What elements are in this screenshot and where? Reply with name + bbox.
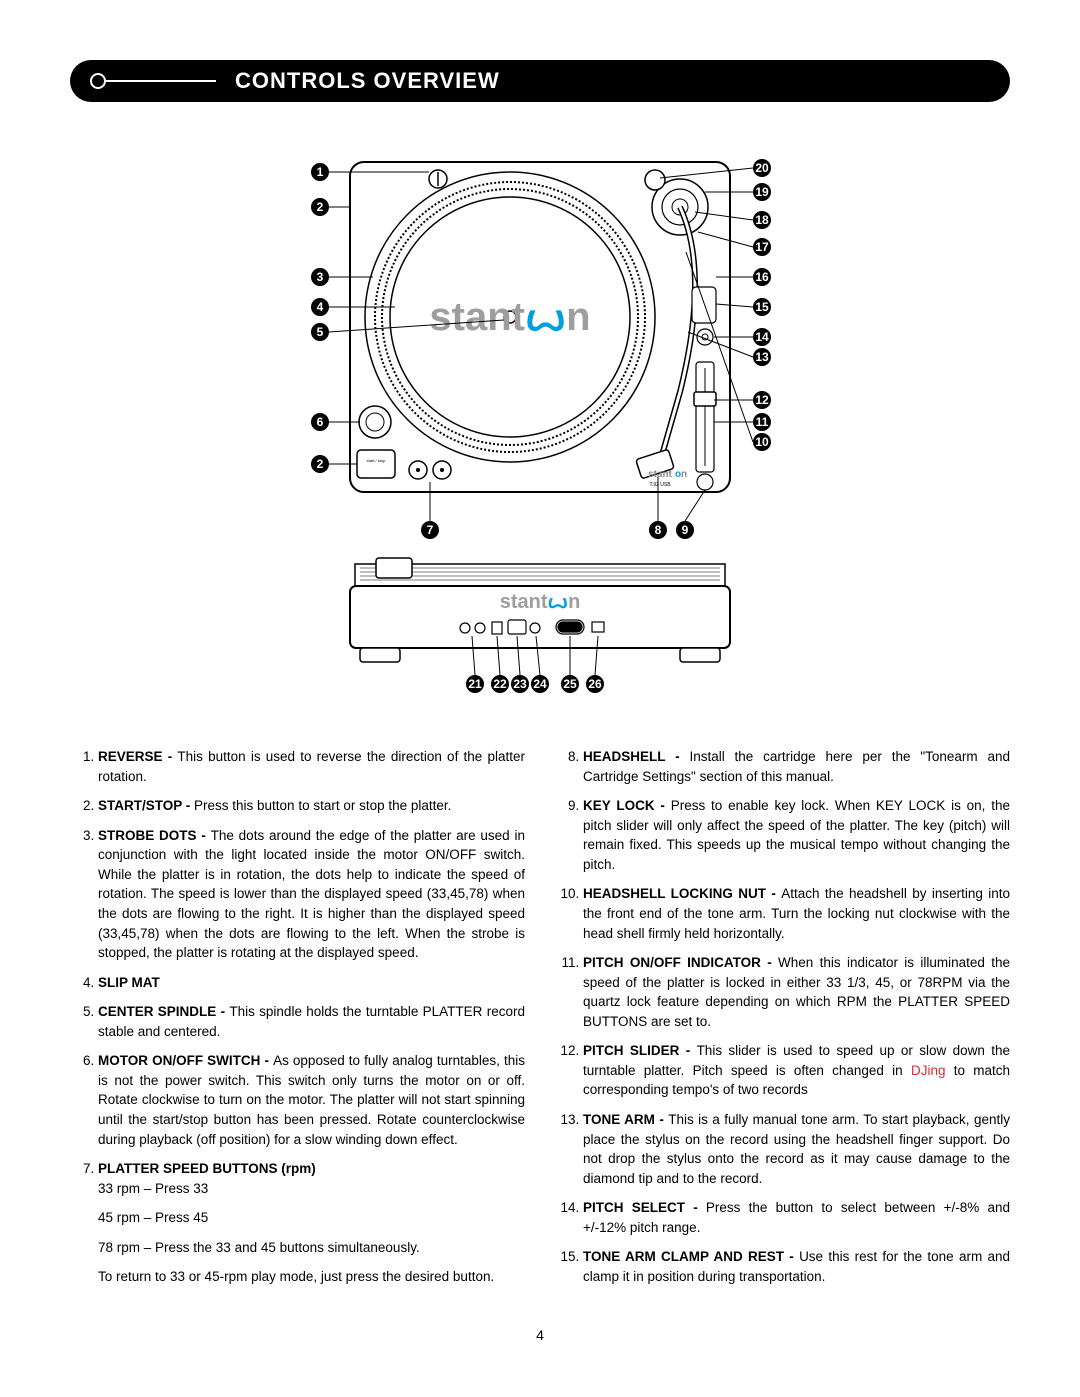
control-title: SLIP MAT: [98, 975, 160, 990]
svg-text:7: 7: [427, 523, 434, 537]
svg-text:9: 9: [682, 523, 689, 537]
column-right: HEADSHELL - Install the cartridge here p…: [555, 747, 1010, 1297]
content-columns: REVERSE - This button is used to reverse…: [70, 747, 1010, 1297]
svg-text:3: 3: [317, 270, 324, 284]
svg-text:14: 14: [755, 330, 769, 344]
control-sublist: 33 rpm – Press 33 45 rpm – Press 45 78 rpm…: [98, 1179, 525, 1287]
svg-text:26: 26: [588, 677, 602, 691]
brand-tail: n: [566, 295, 590, 339]
control-item-14: PITCH SELECT - Press the button to selec…: [583, 1198, 1010, 1237]
svg-text:stant: stant: [648, 469, 673, 480]
control-title: PITCH SLIDER -: [583, 1043, 697, 1058]
page: CONTROLS OVERVIEW stantꙍn start / stop: [0, 0, 1080, 1383]
control-title: STROBE DOTS -: [98, 828, 211, 843]
control-item-2: START/STOP - Press this button to start …: [98, 796, 525, 816]
control-title: REVERSE -: [98, 749, 177, 764]
svg-text:22: 22: [493, 677, 507, 691]
svg-text:24: 24: [533, 677, 547, 691]
control-subitem: 33 rpm – Press 33: [98, 1179, 525, 1199]
svg-text:13: 13: [755, 350, 769, 364]
svg-text:stantꙍn: stantꙍn: [500, 591, 581, 613]
controls-diagram: stantꙍn start / stop: [260, 132, 820, 722]
svg-text:18: 18: [755, 213, 769, 227]
control-title: START/STOP -: [98, 798, 194, 813]
section-header-bar: CONTROLS OVERVIEW: [70, 60, 1010, 102]
svg-text:12: 12: [755, 393, 769, 407]
svg-text:2: 2: [317, 200, 324, 214]
svg-text:21: 21: [468, 677, 482, 691]
control-title: HEADSHELL -: [583, 749, 689, 764]
control-item-9: KEY LOCK - Press to enable key lock. Whe…: [583, 796, 1010, 874]
model-label: T.92 USB: [649, 482, 671, 488]
svg-text:start / stop: start / stop: [367, 458, 386, 463]
control-title: TONE ARM -: [583, 1112, 668, 1127]
svg-text:4: 4: [317, 300, 324, 314]
control-title: KEY LOCK -: [583, 798, 671, 813]
section-title: CONTROLS OVERVIEW: [235, 68, 500, 94]
page-number: 4: [70, 1327, 1010, 1343]
control-title: MOTOR ON/OFF SWITCH -: [98, 1053, 273, 1068]
control-title: PITCH SELECT -: [583, 1200, 706, 1215]
control-item-8: HEADSHELL - Install the cartridge here p…: [583, 747, 1010, 786]
control-subitem: 45 rpm – Press 45: [98, 1208, 525, 1228]
highlight-djing: DJing: [911, 1063, 946, 1078]
svg-text:17: 17: [755, 240, 769, 254]
control-title: PLATTER SPEED BUTTONS (rpm): [98, 1161, 316, 1176]
control-item-13: TONE ARM - This is a fully manual tone a…: [583, 1110, 1010, 1188]
control-subitem: To return to 33 or 45-rpm play mode, jus…: [98, 1267, 525, 1287]
control-item-4: SLIP MAT: [98, 973, 525, 993]
control-item-11: PITCH ON/OFF INDICATOR - When this indic…: [583, 953, 1010, 1031]
svg-text:25: 25: [563, 677, 577, 691]
svg-text:15: 15: [755, 300, 769, 314]
svg-text:19: 19: [755, 185, 769, 199]
svg-text:8: 8: [655, 523, 662, 537]
control-item-1: REVERSE - This button is used to reverse…: [98, 747, 525, 786]
svg-text:23: 23: [513, 677, 527, 691]
control-item-7: PLATTER SPEED BUTTONS (rpm) 33 rpm – Pres…: [98, 1159, 525, 1287]
control-subitem: 78 rpm – Press the 33 and 45 buttons sim…: [98, 1238, 525, 1258]
control-item-3: STROBE DOTS - The dots around the edge o…: [98, 826, 525, 963]
control-item-6: MOTOR ON/OFF SWITCH - As opposed to full…: [98, 1051, 525, 1149]
brand-icon: ꙍ: [525, 295, 566, 339]
column-left: REVERSE - This button is used to reverse…: [70, 747, 525, 1297]
svg-text:16: 16: [755, 270, 769, 284]
svg-text:20: 20: [755, 161, 769, 175]
brand-main: stant: [429, 295, 525, 339]
diagram-container: stantꙍn start / stop: [70, 132, 1010, 727]
control-item-5: CENTER SPINDLE - This spindle holds the …: [98, 1002, 525, 1041]
control-title: TONE ARM CLAMP AND REST -: [583, 1249, 799, 1264]
control-item-10: HEADSHELL LOCKING NUT - Attach the heads…: [583, 884, 1010, 943]
control-title: HEADSHELL LOCKING NUT -: [583, 886, 781, 901]
svg-text:5: 5: [317, 325, 324, 339]
svg-text:1: 1: [317, 165, 324, 179]
svg-text:n: n: [681, 469, 687, 480]
svg-text:11: 11: [756, 415, 769, 429]
svg-text:6: 6: [317, 415, 324, 429]
control-item-15: TONE ARM CLAMP AND REST - Use this rest …: [583, 1247, 1010, 1286]
svg-text:2: 2: [317, 457, 324, 471]
svg-text:stantꙍn: stantꙍn: [429, 295, 590, 339]
control-title: PITCH ON/OFF INDICATOR -: [583, 955, 778, 970]
control-item-12: PITCH SLIDER - This slider is used to sp…: [583, 1041, 1010, 1100]
svg-text:10: 10: [755, 435, 769, 449]
control-title: CENTER SPINDLE -: [98, 1004, 229, 1019]
